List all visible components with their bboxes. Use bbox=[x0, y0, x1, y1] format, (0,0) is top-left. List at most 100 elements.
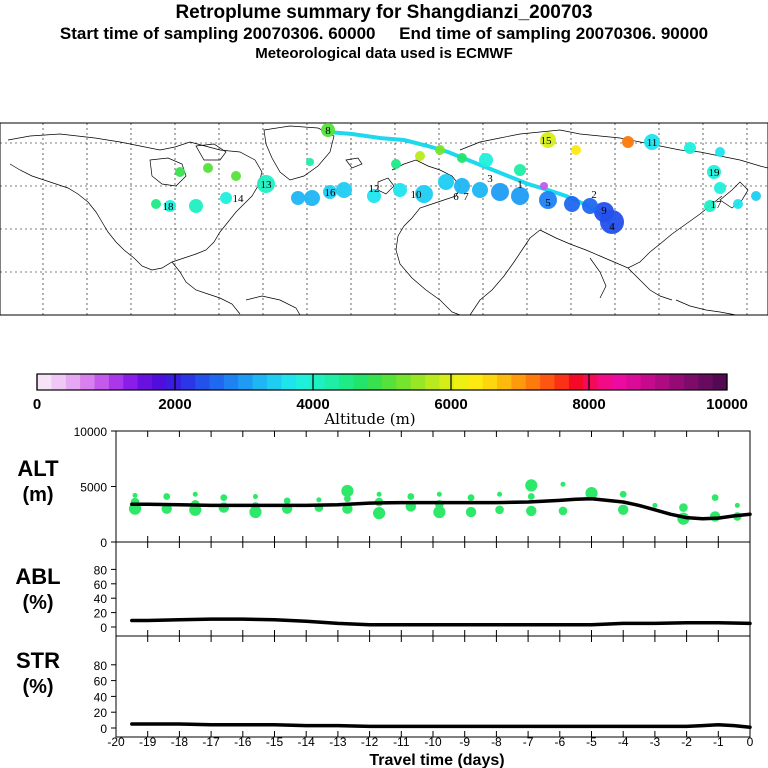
plume-marker bbox=[164, 200, 176, 212]
plume-marker bbox=[594, 202, 614, 222]
alt-scatter-point bbox=[652, 502, 658, 508]
abl-series-line bbox=[130, 617, 752, 627]
colorbar-cells bbox=[37, 374, 728, 390]
colorbar-cell bbox=[698, 374, 714, 390]
y-tick-label-str: 20 bbox=[94, 706, 108, 720]
start-value: 20070306. 60000 bbox=[243, 24, 376, 43]
plume-marker bbox=[220, 192, 232, 204]
x-tick-label: -6 bbox=[554, 735, 565, 749]
plume-marker bbox=[291, 191, 305, 205]
y-tick-label-str: 60 bbox=[94, 675, 108, 689]
x-tick-label: 0 bbox=[747, 735, 754, 749]
str-panel-label: STR bbox=[16, 648, 60, 673]
start-label: Start time of sampling bbox=[59, 24, 239, 43]
plume-marker bbox=[189, 199, 203, 213]
plume-marker bbox=[704, 200, 716, 212]
plume-marker bbox=[304, 190, 320, 206]
colorbar-cell bbox=[482, 374, 498, 390]
plume-marker bbox=[622, 136, 634, 148]
x-tick-label: -16 bbox=[234, 735, 252, 749]
y-tick-label-alt: 10000 bbox=[74, 425, 108, 439]
alt-scatter-point bbox=[558, 506, 568, 516]
alt-scatter-point bbox=[376, 491, 382, 497]
trajectory-label: 8 bbox=[325, 125, 331, 137]
colorbar-cell bbox=[51, 374, 67, 390]
colorbar-cell bbox=[324, 374, 340, 390]
plume-marker bbox=[539, 191, 557, 209]
plume-marker bbox=[367, 189, 381, 203]
colorbar-cell bbox=[439, 374, 455, 390]
x-tick-label: -13 bbox=[329, 735, 347, 749]
plume-marker bbox=[491, 183, 509, 201]
colorbar-cell bbox=[540, 374, 555, 390]
x-axis-label: Travel time (days) bbox=[369, 752, 504, 768]
alt-scatter-point bbox=[316, 497, 322, 503]
trajectory-label: 17 bbox=[711, 199, 723, 211]
plume-marker bbox=[391, 159, 401, 169]
x-tick-label: -2 bbox=[681, 735, 692, 749]
colorbar-cell bbox=[425, 374, 440, 390]
plume-marker bbox=[751, 191, 761, 201]
map-frame bbox=[0, 122, 768, 316]
trajectory-label: 11 bbox=[647, 137, 658, 149]
plume-marker bbox=[564, 196, 580, 212]
alt-scatter-point bbox=[679, 503, 688, 512]
colorbar-cell bbox=[166, 374, 182, 390]
colorbar-cell bbox=[123, 374, 139, 390]
abl-panel-label: ABL bbox=[15, 564, 60, 589]
colorbar-tick-label: 0 bbox=[33, 396, 41, 413]
plume-marker bbox=[707, 165, 721, 179]
colorbar-cell bbox=[597, 374, 613, 390]
plume-marker bbox=[457, 153, 467, 163]
y-tick-label-alt: 5000 bbox=[80, 481, 107, 495]
trajectory-label: 4 bbox=[609, 221, 615, 233]
trajectory-label: 2 bbox=[591, 189, 597, 201]
alt-scatter-point bbox=[619, 490, 627, 498]
colorbar-cell bbox=[65, 374, 81, 390]
plume-marker bbox=[454, 178, 470, 194]
y-tick-label-str: 80 bbox=[94, 659, 108, 673]
alt-scatter-point bbox=[407, 493, 415, 500]
alt-scatter-point bbox=[465, 506, 477, 518]
plume-marker bbox=[540, 182, 548, 190]
plume-marker bbox=[715, 147, 725, 157]
end-value: 20070306. 90000 bbox=[575, 24, 709, 43]
alt-scatter-point bbox=[711, 494, 719, 501]
alt-scatter-point bbox=[525, 479, 538, 492]
colorbar-cell bbox=[511, 374, 527, 390]
x-tick-label: -15 bbox=[266, 735, 284, 749]
x-tick-label: -14 bbox=[298, 735, 316, 749]
trajectory-label: 1 bbox=[517, 179, 523, 191]
colorbar-cell bbox=[353, 374, 369, 390]
str-panel-unit: (%) bbox=[22, 676, 53, 698]
colorbar-cell bbox=[525, 374, 541, 390]
plume-marker bbox=[479, 153, 493, 167]
trajectory-label: 7 bbox=[463, 191, 469, 203]
alt-scatter-point bbox=[283, 497, 291, 505]
colorbar-cell bbox=[252, 374, 268, 390]
colorbar-cell bbox=[310, 374, 325, 390]
x-tick-label: -3 bbox=[650, 735, 661, 749]
x-tick-label: -10 bbox=[424, 735, 442, 749]
colorbar-cell bbox=[295, 374, 311, 390]
x-tick-label: -9 bbox=[459, 735, 470, 749]
plume-marker bbox=[571, 145, 581, 155]
colorbar-cell bbox=[367, 374, 383, 390]
alt-scatter-point bbox=[585, 487, 598, 500]
alt-scatter-point bbox=[618, 504, 629, 516]
plume-marker bbox=[582, 198, 598, 214]
colorbar-cell bbox=[712, 374, 728, 390]
colorbar-cell bbox=[640, 374, 656, 390]
alt-scatter-point bbox=[252, 493, 258, 499]
trajectory-label: 13 bbox=[261, 179, 273, 191]
colorbar-cell bbox=[396, 374, 412, 390]
trajectory-label: 5 bbox=[545, 197, 551, 209]
alt-scatter-point bbox=[192, 491, 198, 497]
colorbar-tick-label: 10000 bbox=[706, 396, 748, 413]
alt-scatter-point bbox=[163, 493, 171, 500]
time-series-panels: ALT (m) ABL (%) STR (%) 1000050000806040… bbox=[15, 425, 753, 768]
colorbar-cell bbox=[37, 374, 52, 390]
colorbar-cell bbox=[612, 374, 627, 390]
y-tick-label-abl: 0 bbox=[100, 621, 107, 635]
